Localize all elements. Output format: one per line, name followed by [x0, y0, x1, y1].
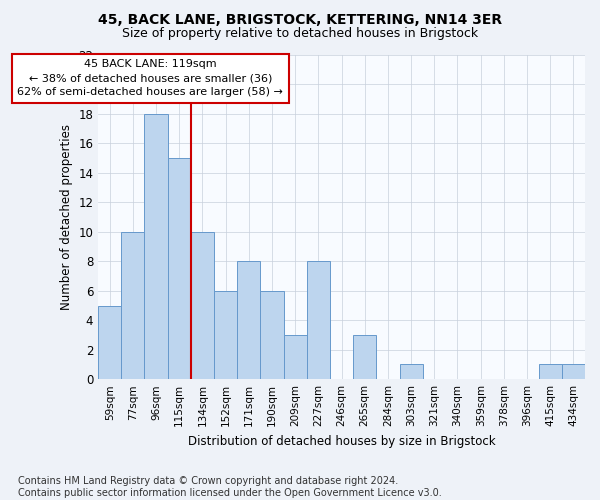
Bar — [353, 335, 376, 379]
Bar — [214, 291, 237, 379]
Text: Contains HM Land Registry data © Crown copyright and database right 2024.
Contai: Contains HM Land Registry data © Crown c… — [18, 476, 442, 498]
Bar — [400, 364, 423, 379]
Bar — [191, 232, 214, 379]
Text: 45, BACK LANE, BRIGSTOCK, KETTERING, NN14 3ER: 45, BACK LANE, BRIGSTOCK, KETTERING, NN1… — [98, 12, 502, 26]
Bar — [145, 114, 167, 379]
Bar — [167, 158, 191, 379]
X-axis label: Distribution of detached houses by size in Brigstock: Distribution of detached houses by size … — [188, 434, 496, 448]
Bar — [237, 262, 260, 379]
Bar — [284, 335, 307, 379]
Bar — [260, 291, 284, 379]
Text: Size of property relative to detached houses in Brigstock: Size of property relative to detached ho… — [122, 28, 478, 40]
Bar — [98, 306, 121, 379]
Y-axis label: Number of detached properties: Number of detached properties — [59, 124, 73, 310]
Bar — [539, 364, 562, 379]
Bar — [307, 262, 330, 379]
Bar — [562, 364, 585, 379]
Text: 45 BACK LANE: 119sqm
← 38% of detached houses are smaller (36)
62% of semi-detac: 45 BACK LANE: 119sqm ← 38% of detached h… — [17, 60, 283, 98]
Bar — [121, 232, 145, 379]
